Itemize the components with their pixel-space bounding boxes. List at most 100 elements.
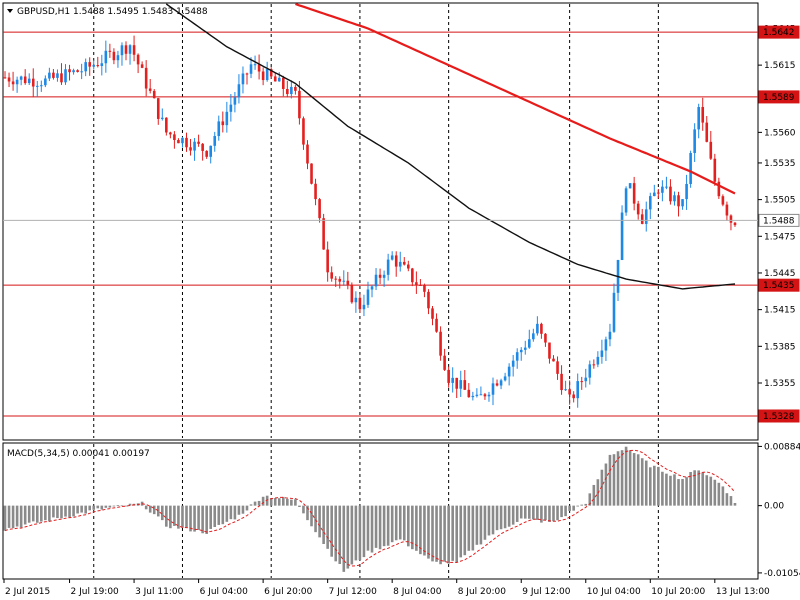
price-tick-label: 1.5560 [764, 128, 796, 138]
candle-body-down [709, 141, 713, 159]
macd-bar [536, 505, 539, 520]
candle-body-down [725, 204, 729, 216]
candle-body-up [374, 274, 378, 287]
macd-bar [362, 505, 366, 558]
candle-body-down [423, 285, 426, 292]
candle-body-up [503, 376, 507, 381]
macd-bar [717, 482, 721, 506]
macd-bar [112, 505, 116, 507]
macd-tick-label: -0.01054 [764, 569, 800, 579]
time-tick-label: 3 Jul 11:00 [135, 587, 184, 597]
price-label-box [758, 90, 800, 104]
macd-bar [120, 505, 124, 507]
candle-body-down [439, 331, 442, 356]
time-tick-label: 2 Jul 2015 [5, 587, 50, 597]
candle-body-down [302, 118, 305, 145]
macd-bar [169, 505, 172, 529]
macd-bar [221, 505, 225, 525]
chart-header[interactable]: GBPUSD,H1 1.5488 1.5495 1.5483 1.5488 [7, 7, 208, 17]
candle-body-down [636, 203, 640, 215]
time-tick-label: 6 Jul 20:00 [264, 587, 313, 597]
candle-body-up [644, 209, 648, 224]
macd-bar [713, 479, 717, 506]
candle-body-down [568, 389, 571, 395]
macd-bar [423, 505, 426, 556]
candle-body-down [3, 77, 7, 79]
candle-body-up [104, 50, 108, 64]
candle-body-up [253, 64, 257, 66]
candle-body-down [68, 69, 71, 73]
candle-body-down [713, 158, 717, 182]
candle-body-down [467, 389, 471, 398]
candle-body-down [148, 88, 152, 91]
candle-body-down [717, 181, 721, 197]
macd-bar [560, 505, 563, 518]
macd-bar [661, 471, 664, 506]
macd-bar [616, 451, 620, 506]
macd-pane-frame [2, 442, 759, 580]
candle-body-up [370, 286, 374, 290]
macd-bar [487, 505, 491, 536]
dropdown-triangle-icon[interactable] [7, 9, 13, 13]
macd-bar [318, 505, 321, 538]
macd-bar [128, 503, 132, 506]
price-tick-label: 1.5385 [764, 342, 796, 352]
price-label-box [758, 25, 800, 39]
macd-bar [411, 505, 414, 550]
price-tick-label: 1.5415 [764, 306, 796, 316]
macd-pane[interactable]: 0.00884 0.00 -0.01054 MACD(5,34,5) 0.00041… [2, 442, 800, 580]
macd-bar [7, 505, 11, 528]
macd-bar [503, 505, 507, 529]
candle-body-down [657, 192, 660, 194]
candle-body-up [685, 183, 688, 200]
macd-bar [685, 477, 688, 506]
candle-body-up [229, 104, 233, 112]
candle-body-up [56, 73, 59, 78]
macd-bar [181, 505, 184, 528]
macd-bar [705, 475, 709, 506]
candle-body-down [156, 98, 160, 119]
macd-bar [306, 505, 309, 521]
candle-body-down [419, 284, 422, 286]
macd-bar [427, 505, 430, 559]
candle-body-up [181, 137, 184, 144]
candle-body-up [653, 192, 656, 197]
candle-body-up [209, 145, 212, 157]
macd-bar [499, 505, 503, 530]
macd-bar [733, 502, 737, 506]
macd-bar [100, 505, 104, 510]
candle-body-down [334, 278, 338, 280]
candle-body-down [112, 51, 116, 61]
price-tick-label: 1.5615 [764, 61, 796, 71]
candle-body-down [136, 54, 140, 65]
candle-body-down [257, 64, 261, 72]
macd-bar [378, 505, 382, 550]
candle-body-down [306, 144, 309, 164]
candle-body-down [11, 81, 15, 85]
candle-body-up [35, 85, 39, 87]
macd-bar [23, 505, 27, 525]
price-pane[interactable]: 1.56451.56151.55901.55601.55351.55051.54… [2, 2, 800, 441]
candle-body-down [23, 76, 27, 84]
candle-body-down [548, 342, 551, 359]
macd-bar [281, 496, 285, 506]
macd-bar [600, 469, 604, 506]
macd-bar [237, 505, 241, 515]
macd-bar [229, 505, 233, 520]
candle-body-down [701, 107, 705, 123]
candle-body-down [483, 394, 487, 397]
macd-bar [556, 505, 559, 521]
time-tick-label: 7 Jul 12:00 [329, 587, 378, 597]
candle-body-down [431, 308, 434, 319]
candle-body-up [386, 259, 390, 275]
macd-bar [148, 505, 152, 513]
macd-tick-label: 0.00884 [764, 442, 800, 452]
macd-bar [511, 505, 515, 525]
candle-body-down [677, 195, 680, 207]
price-tick-label: 1.5535 [764, 159, 796, 169]
macd-bar [483, 505, 487, 540]
candle-body-down [132, 45, 136, 55]
candle-body-up [44, 78, 47, 86]
price-label-text: 1.5642 [763, 28, 795, 38]
macd-bar [402, 505, 406, 541]
